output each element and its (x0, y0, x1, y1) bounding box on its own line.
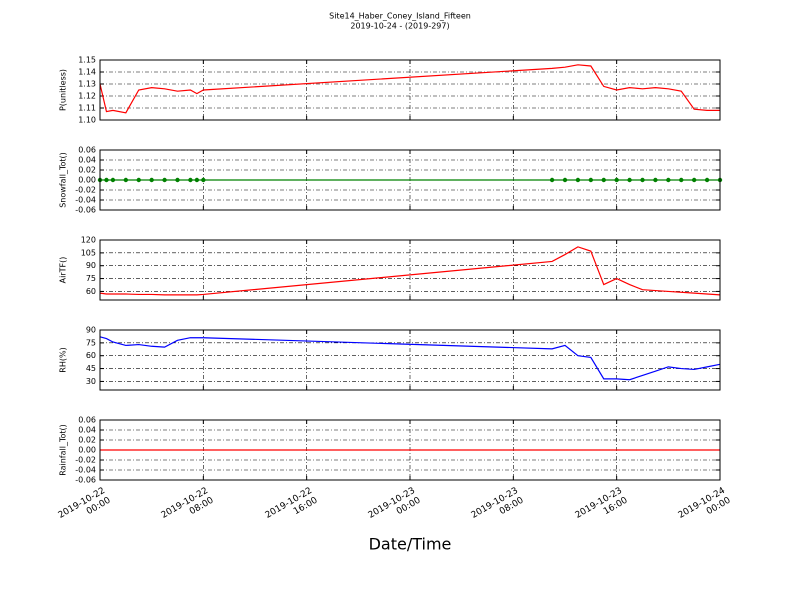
y-tick-label: 30 (86, 377, 96, 386)
y-tick-label: 90 (86, 326, 96, 335)
y-tick-label: 1.14 (78, 68, 96, 77)
y-tick-label: 1.15 (78, 56, 96, 65)
y-tick-label: 0.04 (78, 426, 96, 435)
data-point (601, 177, 606, 183)
chart-subtitle: 2019-10-24 - (2019-297) (350, 22, 449, 31)
data-point (575, 177, 581, 183)
y-tick-label: 105 (81, 248, 96, 257)
chart-title: Site14_Haber_Coney_Island_Fifteen (329, 12, 471, 21)
data-point (175, 177, 180, 183)
y-tick-label: -0.02 (75, 456, 96, 465)
data-point (549, 177, 555, 183)
y-tick-label: -0.04 (75, 466, 96, 475)
data-point (188, 177, 193, 183)
y-axis-label: Rainfall_Tot() (59, 424, 68, 476)
y-tick-label: 90 (86, 261, 96, 270)
y-tick-label: 120 (81, 236, 96, 245)
y-tick-label: 0.02 (78, 166, 96, 175)
x-axis-label: Date/Time (369, 535, 452, 554)
y-axis-label: AirTF() (59, 257, 68, 284)
data-point (653, 177, 658, 183)
y-tick-label: -0.06 (75, 206, 96, 215)
plot-frame (99, 419, 721, 481)
data-point (614, 177, 619, 183)
y-tick-label: 45 (86, 364, 96, 373)
y-tick-label: 60 (86, 351, 96, 360)
y-tick-label: 1.13 (78, 80, 96, 89)
plot-frame (99, 239, 721, 301)
data-point (149, 177, 154, 183)
data-point (562, 177, 568, 183)
y-tick-label: -0.02 (75, 186, 96, 195)
data-point (666, 177, 671, 183)
data-point (110, 177, 116, 183)
y-tick-label: 75 (86, 274, 96, 283)
plot-frame (99, 329, 721, 391)
y-tick-label: 0.04 (78, 156, 96, 165)
y-tick-label: 1.12 (78, 92, 96, 101)
plot-frame (99, 59, 721, 121)
y-tick-label: 1.10 (78, 116, 96, 125)
y-tick-label: 1.11 (78, 104, 96, 113)
y-tick-label: 0.06 (78, 146, 96, 155)
data-point (123, 177, 129, 183)
data-point (691, 177, 697, 183)
y-tick-label: 75 (86, 338, 96, 347)
y-tick-label: 0.06 (78, 416, 96, 425)
data-point (104, 177, 109, 183)
y-axis-label: P(unitless) (59, 69, 68, 111)
y-tick-label: 0.00 (78, 176, 96, 185)
y-tick-label: 60 (86, 287, 96, 296)
data-line (99, 246, 721, 296)
y-tick-label: -0.06 (75, 476, 96, 485)
data-line (99, 64, 720, 114)
data-line (99, 336, 721, 381)
data-point (201, 177, 206, 183)
data-point (194, 177, 200, 183)
y-tick-label: 0.02 (78, 436, 96, 445)
y-tick-label: 0.00 (78, 446, 96, 455)
data-point (588, 177, 594, 183)
plot-frame (99, 149, 721, 211)
y-axis-label: RH(%) (59, 347, 68, 372)
y-tick-label: -0.04 (75, 196, 96, 205)
data-point (136, 177, 141, 183)
y-axis-label: Snowfall_Tot() (59, 152, 68, 208)
data-point (162, 177, 167, 183)
data-point (627, 177, 632, 183)
data-point (679, 177, 684, 183)
data-point (704, 177, 710, 183)
data-point (640, 177, 645, 183)
